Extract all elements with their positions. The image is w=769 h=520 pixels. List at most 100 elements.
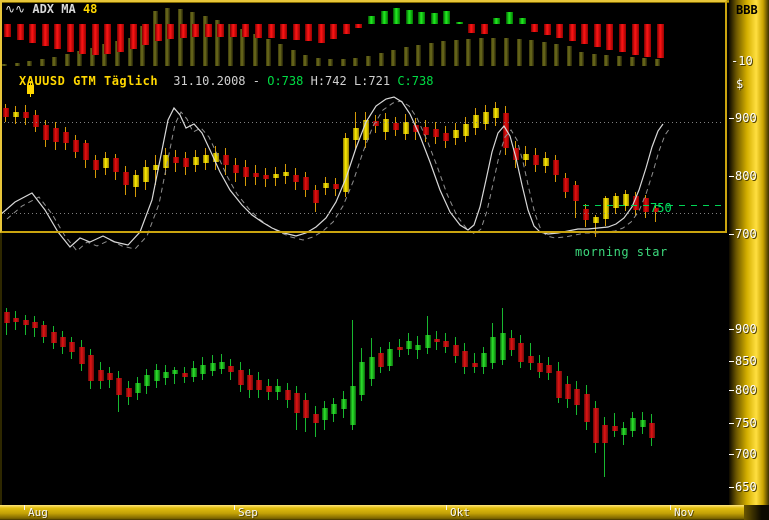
candle-body <box>481 353 487 367</box>
scale-tick-label: 750 <box>735 416 757 430</box>
candle-body <box>546 365 552 373</box>
dotted-level-line <box>0 122 723 123</box>
candle-body <box>553 160 559 175</box>
candle-body <box>294 393 300 413</box>
scale-tick-label: 850 <box>735 354 757 368</box>
scale-tick <box>729 454 734 455</box>
adx-bar-negative <box>531 24 538 32</box>
candle-body <box>247 375 253 390</box>
candle-body <box>313 414 319 423</box>
candle-body <box>63 132 69 143</box>
adx-bar-olive <box>240 29 245 66</box>
candle-body <box>233 165 239 173</box>
candle-body <box>193 157 199 165</box>
adx-panel-title: ∿∿ ADX MA 48 <box>5 3 97 16</box>
scale-tick <box>729 176 734 177</box>
candle-body <box>228 366 234 372</box>
scale-tick <box>729 361 734 362</box>
candle-body <box>640 420 646 427</box>
candle-body <box>373 121 379 126</box>
candle-body <box>303 400 309 418</box>
indicator-wave-icon: ∿∿ <box>5 2 26 16</box>
adx-bar-olive <box>90 48 95 66</box>
quote-high: H:742 <box>310 74 347 88</box>
adx-bar-negative <box>117 24 124 52</box>
scale-tick-label: 800 <box>735 383 757 397</box>
bottom-chart-panel[interactable] <box>0 272 727 505</box>
candle-body <box>613 196 619 208</box>
candle-body <box>266 386 272 392</box>
panel-separator[interactable] <box>0 0 729 3</box>
adx-bar-olive <box>429 43 434 66</box>
adx-bar-olive <box>115 41 120 66</box>
scale-tick-label: 900 <box>735 111 757 125</box>
candle-body <box>331 404 337 414</box>
adx-bar-olive <box>604 55 609 66</box>
candle-wick <box>25 315 26 335</box>
adx-bar-negative <box>142 24 149 45</box>
adx-bar-positive <box>431 13 438 24</box>
adx-bar-olive <box>416 45 421 66</box>
scale-tick-label: 900 <box>735 322 757 336</box>
adx-bar-olive <box>228 24 233 66</box>
adx-bar-negative <box>42 24 49 46</box>
candle-body <box>490 337 496 363</box>
time-axis[interactable]: Aug Sep Okt Nov <box>0 505 769 520</box>
candle-body <box>133 175 139 187</box>
adx-bar-negative <box>192 24 199 37</box>
candle-body <box>397 347 403 350</box>
candle-wick <box>604 417 605 477</box>
adx-bar-positive <box>406 10 413 24</box>
adx-indicator-panel[interactable]: ∿∿ ADX MA 48 <box>0 0 729 66</box>
candle-wick <box>614 413 615 437</box>
candle-body <box>584 394 590 422</box>
adx-bar-olive <box>52 57 57 66</box>
scale-tick-label: 700 <box>735 447 757 461</box>
candle-body <box>88 355 94 381</box>
quote-close: C:738 <box>397 74 434 88</box>
adx-bar-olive <box>303 55 308 66</box>
candle-body <box>43 125 49 140</box>
adx-bar-olive <box>27 61 32 66</box>
candle-wick <box>174 367 175 384</box>
candle-body <box>434 339 440 342</box>
price-scale[interactable]: BBB -10 $900 800 700 900 850 800 750 700 650 <box>729 0 769 505</box>
candle-body <box>203 155 209 163</box>
candle-body <box>415 345 421 350</box>
candle-body <box>473 115 479 128</box>
candlestick-icon <box>26 81 35 97</box>
candle-body <box>612 426 618 431</box>
quote-low: L:721 <box>353 74 391 88</box>
candle-body <box>41 325 47 337</box>
candle-body <box>144 375 150 386</box>
time-axis-tick <box>446 505 447 510</box>
candle-wick <box>155 155 156 185</box>
main-chart-panel[interactable]: 750 morning star XAUUSD GTM Täglich 31.10… <box>0 68 729 269</box>
adx-bar-olive <box>454 40 459 66</box>
adx-bar-olive <box>391 50 396 66</box>
candle-body <box>213 153 219 162</box>
window-left-border <box>0 0 2 505</box>
candle-body <box>323 183 329 188</box>
candle-body <box>23 320 29 325</box>
candle-body <box>453 345 459 356</box>
adx-bar-negative <box>268 24 275 38</box>
candle-body <box>191 368 197 377</box>
adx-bar-olive <box>278 44 283 66</box>
candle-body <box>116 378 122 395</box>
candle-body <box>293 175 299 182</box>
adx-bar-olive <box>517 39 522 66</box>
adx-bar-negative <box>29 24 36 43</box>
scale-tick <box>729 390 734 391</box>
adx-bar-olive <box>2 64 7 66</box>
adx-bar-olive <box>266 39 271 66</box>
adx-bar-olive <box>592 54 597 66</box>
adx-bar-olive <box>65 54 70 66</box>
candle-body <box>219 362 225 369</box>
adx-bar-olive <box>404 47 409 66</box>
candle-wick <box>352 320 353 430</box>
candle-body <box>509 338 515 350</box>
adx-bar-negative <box>318 24 325 43</box>
time-axis-tick <box>670 505 671 510</box>
adx-bar-positive <box>456 22 463 24</box>
